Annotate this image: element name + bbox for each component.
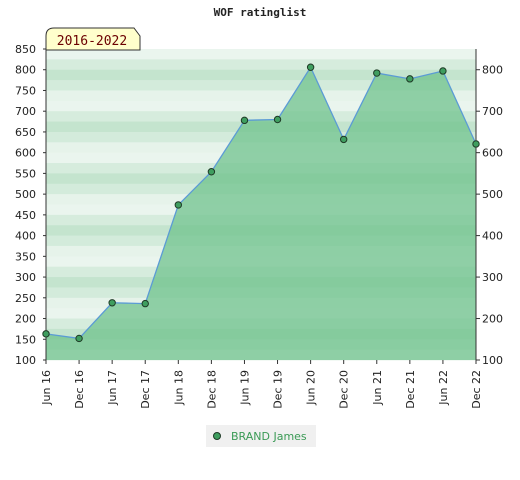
data-point[interactable] [174, 201, 183, 209]
data-point[interactable] [406, 75, 414, 83]
left-tick-label: 300 [15, 271, 36, 284]
legend-box [206, 425, 316, 447]
x-tick-label: Dec 22 [470, 370, 483, 409]
grid-band [46, 90, 476, 102]
left-tick-label: 800 [15, 64, 36, 77]
x-tick-label: Jun 21 [371, 370, 384, 406]
series-area [46, 67, 476, 360]
x-tick-label: Dec 19 [272, 370, 285, 409]
x-tick-label: Dec 16 [73, 370, 86, 409]
x-tick-label: Jun 22 [437, 370, 450, 406]
grid-band [46, 49, 476, 60]
grid-band [46, 59, 476, 71]
period-badge: 2016-2022 [45, 27, 141, 51]
x-tick-label: Jun 17 [106, 370, 119, 406]
left-tick-label: 750 [15, 84, 36, 97]
period-badge-text: 2016-2022 [57, 34, 127, 49]
grid-band [46, 111, 476, 123]
data-point[interactable] [240, 116, 249, 125]
x-tick-label: Dec 18 [205, 370, 218, 409]
left-tick-label: 550 [15, 167, 36, 180]
series-line [45, 65, 477, 340]
x-tick-label: Jun 18 [172, 370, 185, 406]
area-layer [45, 65, 477, 360]
data-point[interactable] [273, 115, 282, 124]
chart-title: WOF ratinglist [214, 6, 307, 19]
x-tick-label: Dec 17 [139, 370, 152, 409]
legend-marker [213, 432, 221, 440]
right-tick-label: 800 [482, 64, 503, 77]
left-tick-label: 350 [15, 250, 36, 263]
data-point[interactable] [472, 140, 480, 148]
x-tick-label: Jun 20 [305, 370, 318, 406]
left-tick-label: 200 [15, 313, 36, 326]
right-tick-label: 400 [482, 230, 503, 243]
left-tick-label: 600 [15, 147, 36, 160]
x-tick-label: Dec 21 [404, 370, 417, 409]
right-tick-label: 500 [482, 188, 503, 201]
right-tick-label: 300 [482, 271, 503, 284]
left-tick-label: 450 [15, 209, 36, 222]
data-point[interactable] [207, 168, 216, 176]
legend[interactable]: BRAND James [206, 425, 316, 447]
data-point[interactable] [75, 334, 83, 343]
left-tick-label: 500 [15, 188, 36, 201]
left-tick-label: 650 [15, 126, 36, 139]
left-tick-label: 100 [15, 354, 36, 367]
data-point[interactable] [108, 299, 116, 307]
data-points [42, 63, 480, 343]
axes [45, 49, 477, 360]
left-tick-label: 700 [15, 105, 36, 118]
data-point[interactable] [339, 135, 348, 144]
left-tick-label: 150 [15, 333, 36, 346]
x-tick-label: Jun 16 [40, 370, 53, 406]
data-point[interactable] [306, 63, 315, 71]
left-tick-label: 400 [15, 230, 36, 243]
data-point[interactable] [373, 69, 381, 77]
x-tick-label: Dec 20 [338, 370, 351, 409]
right-tick-label: 700 [482, 105, 503, 118]
right-tick-label: 600 [482, 147, 503, 160]
grid-band [46, 69, 476, 81]
data-point[interactable] [439, 67, 447, 75]
right-tick-label: 100 [482, 354, 503, 367]
grid-band [46, 80, 476, 91]
tick-labels: 100 150 200 250 300 350 400 450 500 550 600 650 700 7… [15, 43, 503, 409]
x-tick-label: Jun 19 [238, 370, 251, 406]
left-tick-label: 850 [15, 43, 36, 56]
data-point[interactable] [42, 330, 50, 338]
left-tick-label: 250 [15, 292, 36, 305]
grid-band [46, 100, 476, 112]
legend-label: BRAND James [231, 430, 307, 443]
data-point[interactable] [141, 299, 149, 308]
right-tick-label: 200 [482, 313, 503, 326]
